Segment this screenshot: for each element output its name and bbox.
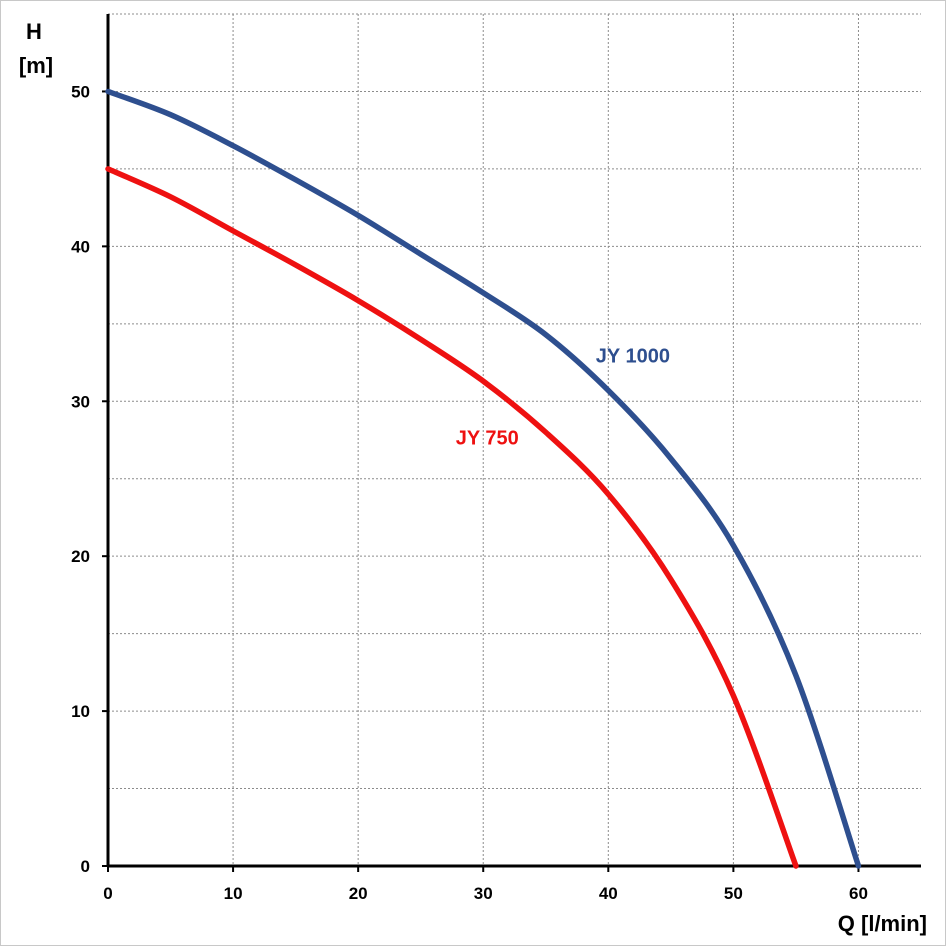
series-label-2: JY 750 bbox=[456, 428, 519, 450]
x-tick-label: 20 bbox=[349, 884, 368, 903]
y-tick-label: 30 bbox=[71, 392, 90, 411]
x-tick-label: 60 bbox=[849, 884, 868, 903]
y-tick-label: 20 bbox=[71, 547, 90, 566]
x-tick-label: 10 bbox=[224, 884, 243, 903]
y-tick-label: 40 bbox=[71, 237, 90, 256]
x-tick-label: 40 bbox=[599, 884, 618, 903]
tick-labels: 0 10 20 30 40 50 60 0 10 20 30 40 50 bbox=[71, 82, 868, 903]
y-axis-title: H bbox=[26, 19, 42, 44]
axes bbox=[102, 14, 921, 872]
y-tick-label: 0 bbox=[81, 857, 90, 876]
grid bbox=[108, 13, 921, 866]
x-tick-label: 0 bbox=[103, 884, 112, 903]
y-axis-unit: [m] bbox=[19, 53, 53, 78]
series-line-1 bbox=[105, 88, 862, 869]
x-tick-label: 50 bbox=[724, 884, 743, 903]
x-tick-label: 30 bbox=[474, 884, 493, 903]
x-axis-title: Q [l/min] bbox=[838, 911, 927, 936]
series-labels: JY 1000 JY 750 bbox=[456, 346, 670, 450]
series-line-2 bbox=[105, 166, 799, 869]
y-tick-label: 10 bbox=[71, 702, 90, 721]
series-lines bbox=[105, 88, 862, 869]
y-tick-label: 50 bbox=[71, 82, 90, 101]
series-label-1: JY 1000 bbox=[596, 346, 670, 368]
